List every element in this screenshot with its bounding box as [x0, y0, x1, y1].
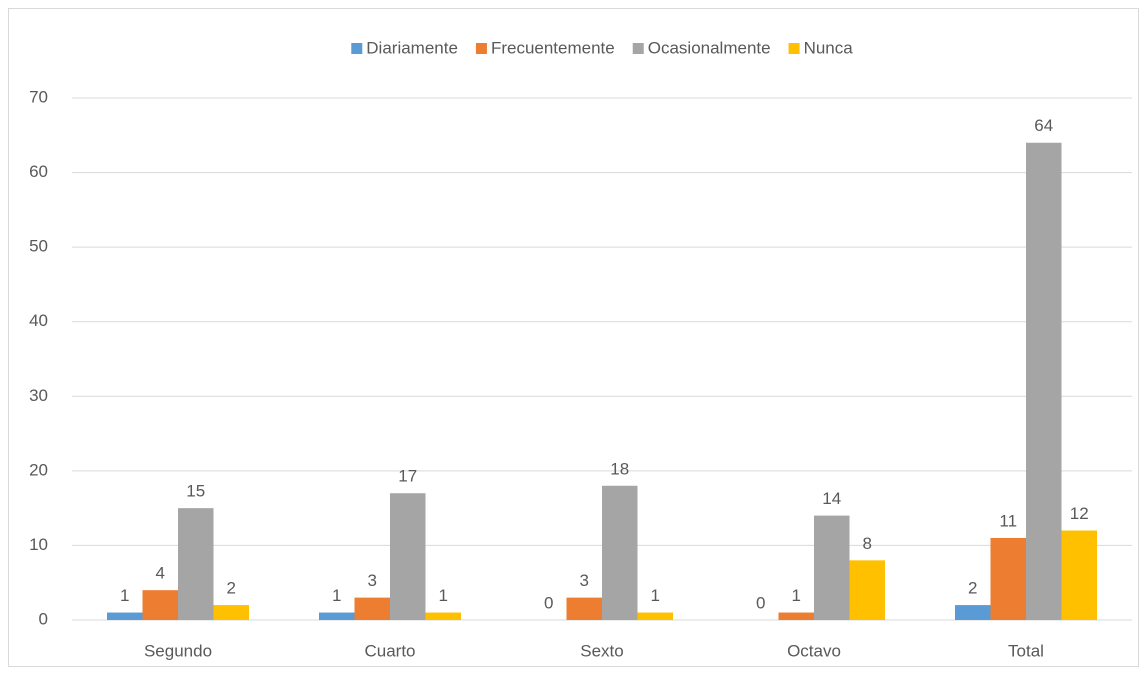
- data-label: 11: [999, 511, 1017, 530]
- data-label: 1: [651, 586, 660, 605]
- legend-swatch: [788, 43, 800, 54]
- data-label: 1: [439, 586, 448, 605]
- data-label: 3: [368, 571, 377, 590]
- bar: [955, 605, 991, 620]
- bar: [637, 612, 673, 620]
- x-tick-label: Sexto: [580, 641, 623, 660]
- data-label: 14: [822, 489, 841, 508]
- legend-label: Diariamente: [366, 38, 458, 57]
- legend-swatch: [475, 43, 487, 54]
- y-tick-label: 60: [29, 162, 48, 181]
- y-tick-label: 20: [29, 460, 48, 479]
- y-tick-label: 0: [39, 609, 48, 628]
- bar: [178, 508, 214, 620]
- data-label: 2: [227, 579, 236, 598]
- legend-label: Ocasionalmente: [648, 38, 771, 57]
- y-tick-label: 70: [29, 87, 48, 106]
- y-tick-label: 40: [29, 311, 48, 330]
- data-label: 1: [792, 586, 801, 605]
- bar: [1061, 530, 1097, 620]
- legend-label: Frecuentemente: [491, 38, 615, 57]
- y-tick-label: 50: [29, 237, 48, 256]
- data-label: 3: [580, 571, 589, 590]
- bar: [354, 597, 390, 620]
- legend-swatch: [351, 43, 363, 54]
- legend-swatch: [632, 43, 644, 54]
- data-label: 1: [120, 586, 129, 605]
- bar: [319, 612, 355, 620]
- bar: [778, 612, 814, 620]
- data-label: 12: [1070, 504, 1089, 523]
- data-label: 0: [544, 593, 553, 612]
- y-tick-label: 10: [29, 535, 48, 554]
- data-label: 4: [156, 564, 165, 583]
- data-label: 8: [863, 534, 872, 553]
- data-label: 0: [756, 593, 765, 612]
- x-tick-label: Octavo: [787, 641, 841, 660]
- data-label: 1: [332, 586, 341, 605]
- bar: [213, 605, 249, 620]
- x-tick-label: Total: [1008, 641, 1044, 660]
- y-tick-label: 30: [29, 386, 48, 405]
- data-label: 15: [186, 482, 205, 501]
- bar: [990, 537, 1026, 620]
- x-tick-label: Segundo: [144, 641, 212, 660]
- bar: [849, 560, 885, 620]
- bar: [602, 485, 638, 620]
- data-label: 2: [968, 579, 977, 598]
- legend-label: Nunca: [804, 38, 854, 57]
- x-tick-label: Cuarto: [364, 641, 415, 660]
- bar: [566, 597, 602, 620]
- bar: [142, 590, 178, 620]
- data-label: 64: [1034, 116, 1053, 135]
- bar: [107, 612, 143, 620]
- data-label: 18: [610, 459, 629, 478]
- bar: [1026, 142, 1062, 620]
- data-label: 17: [398, 467, 417, 486]
- bar: [390, 493, 426, 620]
- bar: [425, 612, 461, 620]
- bar: [814, 515, 850, 620]
